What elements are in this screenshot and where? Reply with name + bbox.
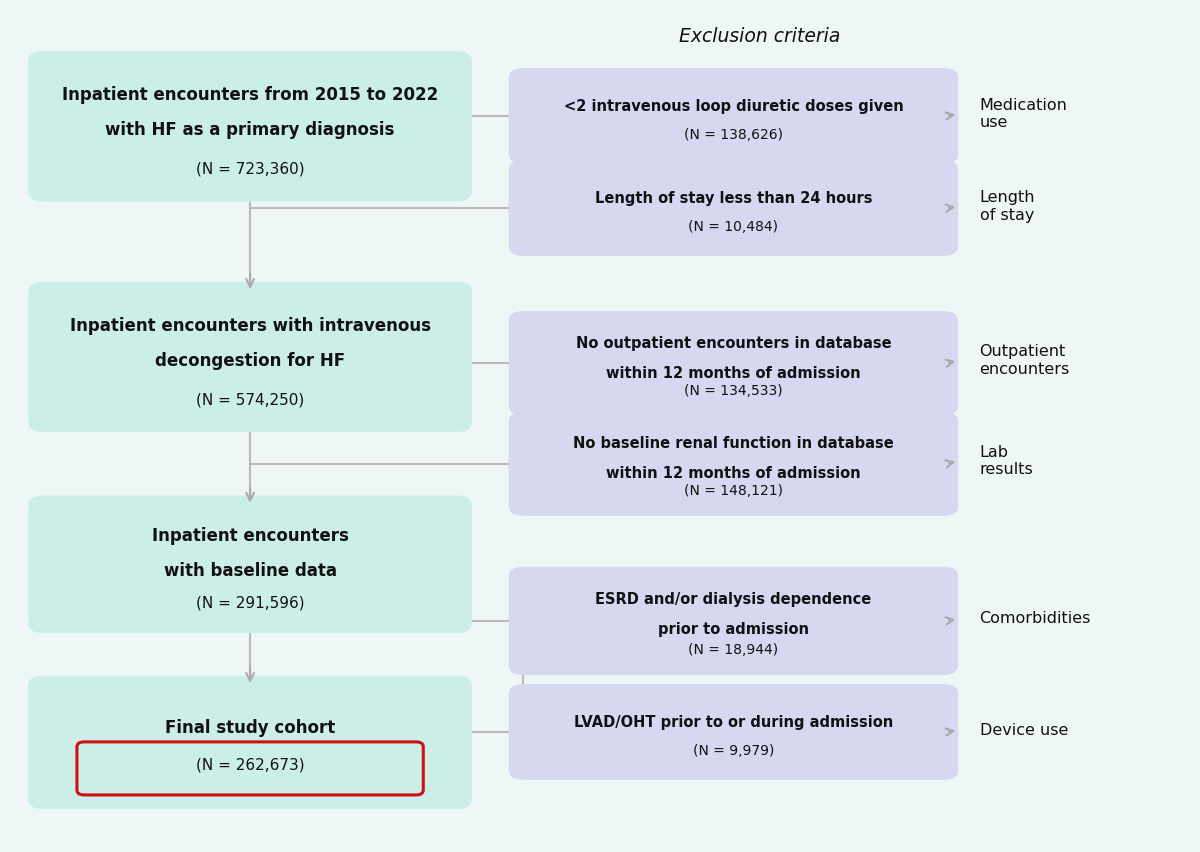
Text: Device use: Device use — [979, 722, 1068, 738]
FancyBboxPatch shape — [509, 567, 959, 675]
Text: ESRD and/or dialysis dependence: ESRD and/or dialysis dependence — [595, 592, 871, 607]
FancyBboxPatch shape — [29, 51, 472, 201]
Text: (N = 148,121): (N = 148,121) — [684, 485, 782, 498]
Text: Medication
use: Medication use — [979, 98, 1068, 130]
Text: (N = 18,944): (N = 18,944) — [689, 643, 779, 657]
Text: (N = 138,626): (N = 138,626) — [684, 128, 782, 141]
FancyBboxPatch shape — [29, 496, 472, 633]
Text: Length of stay less than 24 hours: Length of stay less than 24 hours — [595, 191, 872, 206]
Text: decongestion for HF: decongestion for HF — [155, 352, 346, 370]
Text: prior to admission: prior to admission — [658, 623, 809, 637]
Text: Comorbidities: Comorbidities — [979, 611, 1091, 626]
Text: <2 intravenous loop diuretic doses given: <2 intravenous loop diuretic doses given — [564, 99, 904, 113]
FancyBboxPatch shape — [509, 311, 959, 415]
Text: Lab
results: Lab results — [979, 445, 1033, 477]
Text: (N = 10,484): (N = 10,484) — [689, 220, 779, 234]
Text: LVAD/OHT prior to or during admission: LVAD/OHT prior to or during admission — [574, 715, 893, 729]
Text: Outpatient
encounters: Outpatient encounters — [979, 344, 1070, 377]
Text: Inpatient encounters from 2015 to 2022: Inpatient encounters from 2015 to 2022 — [62, 86, 438, 104]
FancyBboxPatch shape — [29, 282, 472, 432]
FancyBboxPatch shape — [29, 676, 472, 809]
Text: Length
of stay: Length of stay — [979, 190, 1036, 222]
Text: (N = 723,360): (N = 723,360) — [196, 162, 305, 176]
Text: within 12 months of admission: within 12 months of admission — [606, 366, 860, 381]
Text: (N = 134,533): (N = 134,533) — [684, 383, 782, 398]
Text: No outpatient encounters in database: No outpatient encounters in database — [576, 336, 892, 350]
Text: Inpatient encounters with intravenous: Inpatient encounters with intravenous — [70, 317, 431, 335]
FancyBboxPatch shape — [509, 68, 959, 164]
Text: with baseline data: with baseline data — [163, 562, 336, 580]
Text: Final study cohort: Final study cohort — [164, 719, 335, 737]
FancyBboxPatch shape — [509, 160, 959, 256]
Text: (N = 574,250): (N = 574,250) — [196, 392, 305, 407]
Text: (N = 291,596): (N = 291,596) — [196, 596, 305, 611]
Text: (N = 262,673): (N = 262,673) — [196, 757, 305, 773]
Text: (N = 9,979): (N = 9,979) — [692, 744, 774, 757]
Text: within 12 months of admission: within 12 months of admission — [606, 466, 860, 481]
Text: No baseline renal function in database: No baseline renal function in database — [574, 436, 894, 451]
Text: Inpatient encounters: Inpatient encounters — [151, 527, 348, 545]
Text: Exclusion criteria: Exclusion criteria — [679, 26, 841, 46]
Text: with HF as a primary diagnosis: with HF as a primary diagnosis — [106, 121, 395, 140]
FancyBboxPatch shape — [509, 412, 959, 515]
FancyBboxPatch shape — [509, 684, 959, 780]
